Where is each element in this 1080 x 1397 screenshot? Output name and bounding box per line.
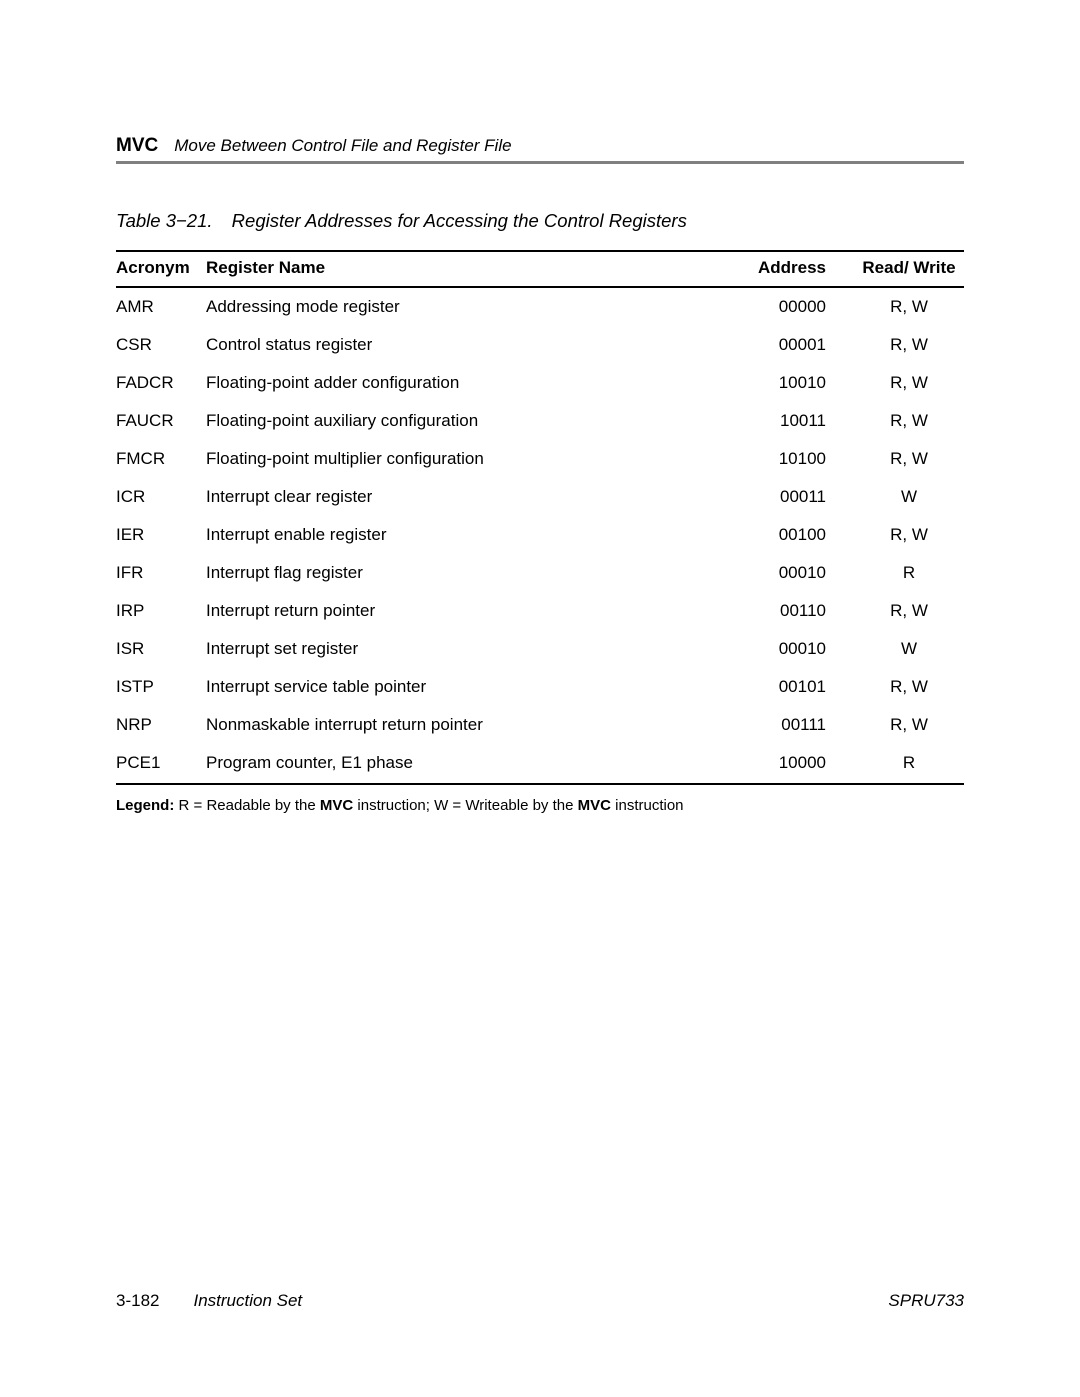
page-footer: 3-182 Instruction Set SPRU733 <box>116 1291 964 1311</box>
cell-read-write: W <box>854 630 964 668</box>
col-header-address: Address <box>726 251 854 287</box>
cell-address: 00001 <box>726 326 854 364</box>
cell-read-write: R <box>854 554 964 592</box>
cell-read-write: R, W <box>854 516 964 554</box>
cell-acronym: FMCR <box>116 440 206 478</box>
table-body: AMR Addressing mode register 00000 R, W … <box>116 287 964 784</box>
cell-acronym: AMR <box>116 287 206 326</box>
cell-register-name: Interrupt flag register <box>206 554 726 592</box>
table-row: IFR Interrupt flag register 00010 R <box>116 554 964 592</box>
cell-address: 10010 <box>726 364 854 402</box>
cell-read-write: R, W <box>854 364 964 402</box>
table-row: ICR Interrupt clear register 00011 W <box>116 478 964 516</box>
cell-acronym: PCE1 <box>116 744 206 784</box>
legend-text: instruction <box>615 797 683 814</box>
section-tag: MVC <box>116 135 158 157</box>
cell-address: 00110 <box>726 592 854 630</box>
table-caption-number: Table 3−21. <box>116 210 213 231</box>
section-subtitle: Move Between Control File and Register F… <box>174 136 511 156</box>
cell-register-name: Floating-point adder configuration <box>206 364 726 402</box>
cell-register-name: Interrupt return pointer <box>206 592 726 630</box>
cell-acronym: ICR <box>116 478 206 516</box>
table-row: FAUCR Floating-point auxiliary configura… <box>116 402 964 440</box>
cell-register-name: Interrupt service table pointer <box>206 668 726 706</box>
cell-address: 00101 <box>726 668 854 706</box>
cell-acronym: IFR <box>116 554 206 592</box>
table-row: FMCR Floating-point multiplier configura… <box>116 440 964 478</box>
cell-read-write: R, W <box>854 592 964 630</box>
table-caption-title: Register Addresses for Accessing the Con… <box>232 210 687 231</box>
footer-doc-id: SPRU733 <box>888 1291 964 1311</box>
table-caption: Table 3−21. Register Addresses for Acces… <box>116 210 964 232</box>
cell-acronym: ISR <box>116 630 206 668</box>
cell-register-name: Interrupt clear register <box>206 478 726 516</box>
cell-acronym: FAUCR <box>116 402 206 440</box>
cell-read-write: R, W <box>854 402 964 440</box>
cell-acronym: CSR <box>116 326 206 364</box>
cell-register-name: Floating-point auxiliary configuration <box>206 402 726 440</box>
cell-address: 10100 <box>726 440 854 478</box>
table-row: IRP Interrupt return pointer 00110 R, W <box>116 592 964 630</box>
cell-read-write: R, W <box>854 326 964 364</box>
table-row: CSR Control status register 00001 R, W <box>116 326 964 364</box>
cell-address: 00011 <box>726 478 854 516</box>
cell-address: 10011 <box>726 402 854 440</box>
cell-read-write: R, W <box>854 440 964 478</box>
cell-acronym: NRP <box>116 706 206 744</box>
legend-text: instruction; W = Writeable by the <box>357 797 573 814</box>
cell-read-write: W <box>854 478 964 516</box>
cell-register-name: Interrupt set register <box>206 630 726 668</box>
cell-acronym: FADCR <box>116 364 206 402</box>
cell-register-name: Program counter, E1 phase <box>206 744 726 784</box>
cell-acronym: IRP <box>116 592 206 630</box>
table-row: NRP Nonmaskable interrupt return pointer… <box>116 706 964 744</box>
page: MVC Move Between Control File and Regist… <box>0 0 1080 1397</box>
cell-address: 00111 <box>726 706 854 744</box>
cell-read-write: R, W <box>854 287 964 326</box>
table-legend: Legend: R = Readable by the MVC instruct… <box>116 797 964 814</box>
cell-register-name: Interrupt enable register <box>206 516 726 554</box>
cell-read-write: R, W <box>854 668 964 706</box>
cell-address: 00000 <box>726 287 854 326</box>
cell-read-write: R, W <box>854 706 964 744</box>
cell-register-name: Addressing mode register <box>206 287 726 326</box>
cell-register-name: Control status register <box>206 326 726 364</box>
cell-address: 00010 <box>726 554 854 592</box>
footer-page-number: 3-182 <box>116 1291 159 1311</box>
table-row: ISTP Interrupt service table pointer 001… <box>116 668 964 706</box>
footer-section-title: Instruction Set <box>193 1291 888 1311</box>
cell-address: 00010 <box>726 630 854 668</box>
legend-label: Legend: <box>116 797 174 814</box>
legend-mvc: MVC <box>320 797 353 814</box>
table-row: IER Interrupt enable register 00100 R, W <box>116 516 964 554</box>
table-row: PCE1 Program counter, E1 phase 10000 R <box>116 744 964 784</box>
cell-read-write: R <box>854 744 964 784</box>
cell-acronym: ISTP <box>116 668 206 706</box>
legend-text: R = Readable by the <box>179 797 316 814</box>
table-row: AMR Addressing mode register 00000 R, W <box>116 287 964 326</box>
register-table: Acronym Register Name Address Read/ Writ… <box>116 250 964 785</box>
col-header-read-write: Read/ Write <box>854 251 964 287</box>
table-row: FADCR Floating-point adder configuration… <box>116 364 964 402</box>
cell-address: 10000 <box>726 744 854 784</box>
col-header-register-name: Register Name <box>206 251 726 287</box>
cell-address: 00100 <box>726 516 854 554</box>
cell-register-name: Floating-point multiplier configuration <box>206 440 726 478</box>
cell-register-name: Nonmaskable interrupt return pointer <box>206 706 726 744</box>
col-header-acronym: Acronym <box>116 251 206 287</box>
cell-acronym: IER <box>116 516 206 554</box>
table-header-row: Acronym Register Name Address Read/ Writ… <box>116 251 964 287</box>
table-row: ISR Interrupt set register 00010 W <box>116 630 964 668</box>
legend-mvc: MVC <box>578 797 611 814</box>
page-header: MVC Move Between Control File and Regist… <box>116 135 964 164</box>
